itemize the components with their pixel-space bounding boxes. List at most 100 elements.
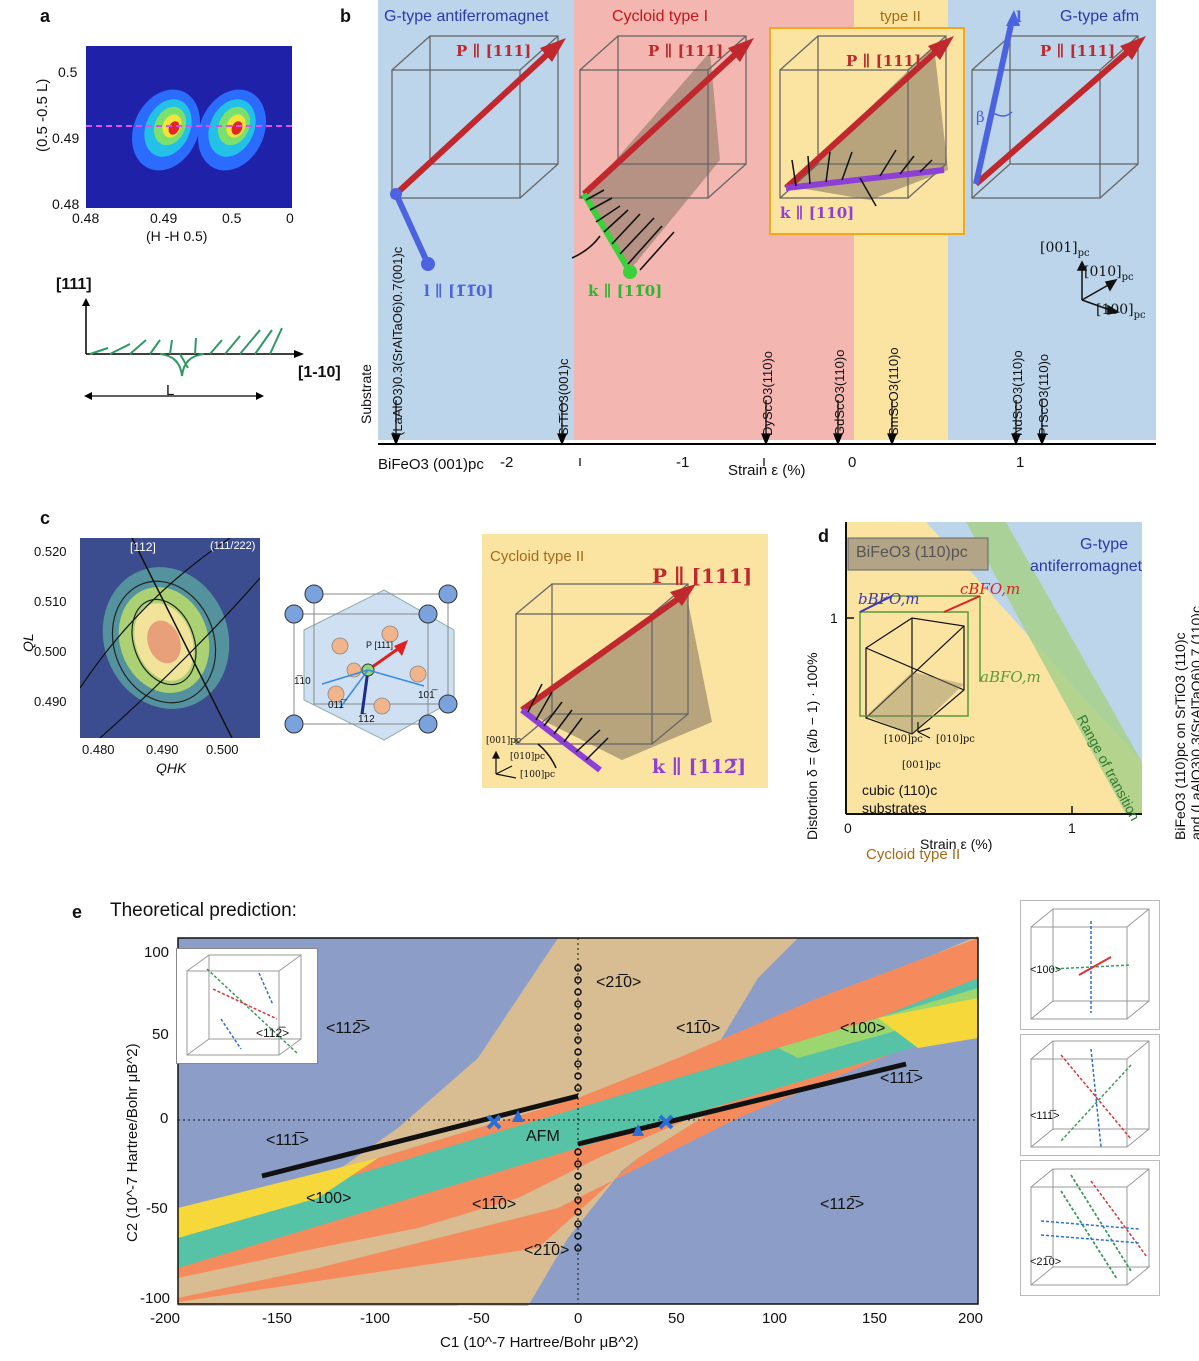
region-g-type-right — [948, 0, 1156, 440]
axis-100: [100]pc — [1096, 302, 1146, 321]
d-axis-010: [010]pc — [936, 734, 975, 745]
dir-112: [112] — [130, 540, 156, 554]
axis-010-text: [010] — [1084, 264, 1122, 280]
region-label: <111̅> — [880, 1070, 924, 1087]
d-c-label: cBFO,m — [960, 580, 1021, 598]
d-xtick: 0 — [844, 820, 852, 836]
d-a-label: aBFO,m — [980, 668, 1041, 686]
strain-tick: -2 — [500, 454, 514, 471]
panel-a-xtick: 0.5 — [222, 210, 242, 226]
e-xtick: 0 — [574, 1310, 583, 1327]
side-inset-111 — [1020, 1034, 1160, 1156]
e-ytick: 0 — [160, 1110, 169, 1127]
cycloid-type2-k-label: k ∥ [112̅] — [652, 756, 747, 778]
d-b-label: bBFO,m — [858, 590, 920, 608]
cycloid-type2-drawing — [492, 583, 712, 779]
substrate-1: (LaAlO3)0.3(SrAlTaO6)0.7(001)c — [390, 246, 405, 436]
p-label-3: P ∥ [111] — [846, 52, 922, 70]
panel-label-d: d — [818, 526, 829, 546]
region-title-cycloid-1: Cycloid type I — [612, 8, 709, 25]
panel-c-ytick: 0.500 — [34, 644, 67, 659]
l-vector-label: l ∥ [1̅1̅0] — [424, 282, 494, 300]
crystal-label: 1̅12 — [358, 714, 375, 725]
phase-inset-box — [176, 948, 318, 1064]
e-xtick: -50 — [468, 1310, 490, 1327]
region-label: <100> — [306, 1190, 352, 1207]
panel-a-ytick: 0.5 — [58, 64, 78, 80]
substrate-5: SmScO3(110)o — [886, 347, 901, 436]
panel-label-e: e — [72, 902, 83, 922]
e-title: Theoretical prediction: — [110, 900, 297, 921]
panel-c-xlabel: QHK — [156, 760, 187, 776]
region-label: <112̅> — [326, 1020, 371, 1037]
p-label-1: P ∥ [111] — [456, 42, 532, 60]
period-label: L — [166, 382, 175, 399]
e-ytick: 50 — [152, 1026, 169, 1043]
substrate-7: PrScO3(110)o — [1036, 353, 1051, 436]
d-inset-title: BiFeO3 (110)pc — [856, 544, 968, 561]
p-label-4: P ∥ [111] — [1040, 42, 1116, 60]
substrate-3: DyScO3(110)o — [760, 350, 775, 436]
cycloid-sketch — [82, 298, 304, 400]
region-label: <100> — [840, 1020, 886, 1037]
e-xlabel: C1 (10^-7 Hartree/Bohr μB^2) — [440, 1334, 639, 1351]
strain-axis-label: Strain ε (%) — [728, 462, 806, 479]
axis-sub: pc — [1121, 271, 1134, 283]
panel-label-a: a — [40, 6, 51, 26]
e-ytick: -50 — [146, 1200, 168, 1217]
dir-111-222: (111/222) — [210, 540, 256, 552]
side-inset-100 — [1020, 900, 1160, 1030]
substrate-2: SrTiO3(001)c — [556, 358, 571, 436]
panel-c-ytick: 0.490 — [34, 694, 67, 709]
d-xlabel: Strain ε (%) — [920, 836, 993, 852]
panel-c-xtick: 0.490 — [146, 742, 179, 757]
axis-sub: pc — [1077, 247, 1090, 259]
panel-c-map — [80, 538, 260, 738]
axis-010pc: [010]pc — [510, 752, 546, 762]
cycloid-type2-p-label: P ∥ [111] — [652, 564, 753, 588]
panel-label-b: b — [340, 6, 351, 26]
region-label: <112̅> — [820, 1196, 865, 1213]
l-label: l — [1016, 8, 1022, 26]
axis-001pc: [001]pc — [486, 736, 522, 746]
e-xtick: 200 — [958, 1310, 984, 1327]
panel-a-ytick: 0.49 — [52, 130, 80, 146]
d-right-title-1: BiFeO3 (110)pc on SrTiO3 (110)c — [1172, 632, 1188, 840]
substrate-markers — [378, 400, 1156, 466]
crystal-label: 1̅10 — [294, 676, 311, 687]
panel-c-ytick: 0.520 — [34, 544, 67, 559]
region-title-g-type-afm: G-type afm — [1060, 8, 1140, 25]
region-title-g-type: G-type antiferromagnet — [384, 8, 549, 25]
panel-a-xlabel: (H -H 0.5) — [146, 228, 208, 244]
crystal-structure — [284, 584, 458, 741]
region-title-type-2: type II — [880, 8, 921, 25]
phase-inset-label: <112̅> — [256, 1026, 290, 1040]
panel-a-xtick: 0.5 — [286, 210, 294, 226]
side-inset-label: <100> — [1030, 964, 1062, 976]
panel-d-diagram — [845, 522, 1142, 815]
d-g-type-line1: G-type — [1080, 536, 1129, 553]
d-ylabel: Distortion δ = (a/b − 1) · 100% — [804, 652, 820, 840]
bfo-001-label: BiFeO3 (001)pc — [378, 456, 484, 473]
panel-a-ytick: 0.48 — [52, 196, 80, 212]
side-inset-label: <21̅0> — [1030, 1256, 1062, 1268]
e-xtick: 100 — [762, 1310, 788, 1327]
axis-001: [001]pc — [1040, 240, 1090, 259]
region-label: <111̅> — [266, 1132, 310, 1149]
e-xtick: 50 — [668, 1310, 685, 1327]
panel-b-cubes — [390, 10, 1146, 315]
d-right-title-2: and (LaAlO3)0.3(SrAlTaO6)0.7 (110)c — [1188, 606, 1199, 840]
panel-c-xtick: 0.500 — [206, 742, 239, 757]
k-type2-label: k ∥ [110] — [780, 204, 855, 222]
d-axis-100: [100]pc — [884, 734, 923, 745]
crystal-label: P [111] — [366, 640, 394, 650]
axis-010: [010]pc — [1084, 264, 1134, 283]
d-cycloid-label: Cycloid type II — [866, 846, 961, 863]
strain-tick: 0 — [848, 454, 857, 471]
e-ytick: 100 — [144, 944, 170, 961]
p-label-2: P ∥ [111] — [648, 42, 724, 60]
panel-a-heatmap — [86, 46, 292, 208]
crystal-label: 101̅ — [418, 690, 435, 701]
substrate-6: NdScO3(110)o — [1010, 350, 1025, 436]
d-xtick: 1 — [1068, 820, 1076, 836]
